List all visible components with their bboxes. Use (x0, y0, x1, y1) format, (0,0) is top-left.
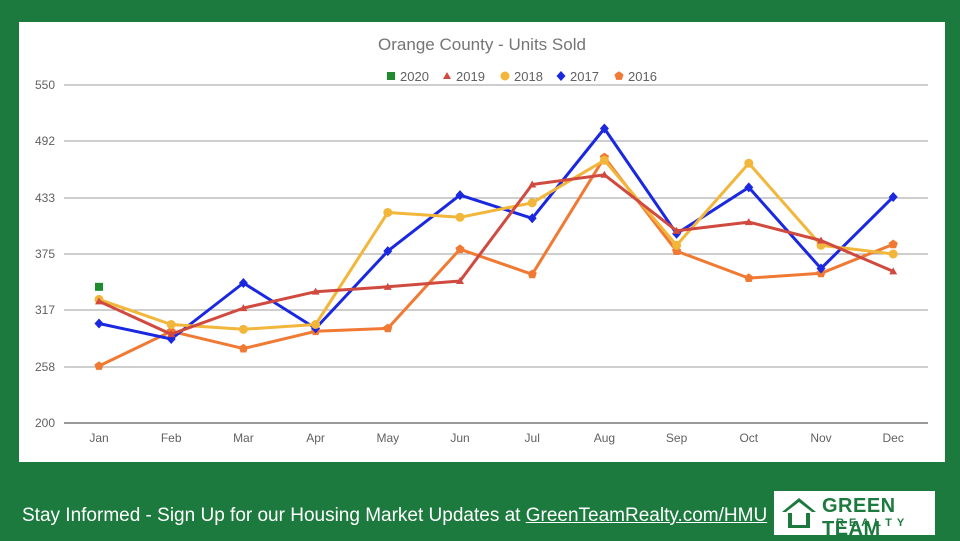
data-point-2017-Aug (599, 123, 609, 134)
y-tick-label: 492 (35, 134, 55, 148)
data-point-2019-Nov (817, 236, 825, 244)
legend-marker-2017 (556, 71, 566, 81)
series-line-2019 (98, 173, 894, 336)
data-point-2016-May (383, 323, 393, 333)
data-point-2018-Jun (455, 212, 465, 222)
green-team-realty-logo: GREEN TEAM REALTY (774, 491, 935, 540)
data-point-2016-Jul (527, 269, 537, 279)
data-point-2019-Oct (744, 218, 753, 226)
series-line-2018 (98, 158, 894, 331)
y-tick-label: 317 (35, 303, 55, 317)
data-point-2019-Dec (889, 267, 898, 275)
data-point-2019-Sep (672, 226, 681, 234)
hmu-signup-link[interactable]: GreenTeamRealty.com/HMU (525, 505, 768, 526)
data-point-2018-Sep (672, 240, 682, 250)
x-tick-label: Jun (450, 431, 469, 445)
data-point-2018-Apr (311, 319, 321, 329)
data-point-2016-Oct (744, 273, 754, 282)
house-icon (782, 498, 816, 528)
data-point-2016-Jan (94, 361, 104, 370)
x-tick-label: Aug (594, 431, 615, 445)
data-point-2019-Jul (528, 180, 537, 188)
x-tick-label: Jul (525, 431, 540, 445)
y-tick-label: 433 (35, 191, 55, 205)
logo-text-secondary: REALTY (836, 517, 910, 529)
data-point-2016-Dec (888, 239, 898, 249)
line-chart: Orange County - Units Sold 550 492 433 375 31… (35, 35, 928, 445)
legend-label-2017: 2017 (570, 69, 599, 84)
x-tick-label: Apr (306, 431, 325, 445)
data-point-2017-Jul (527, 213, 537, 224)
y-tick-label: 258 (35, 360, 55, 374)
chart-title: Orange County - Units Sold (378, 35, 586, 54)
legend-marker-2019 (443, 72, 451, 79)
data-point-2017-Oct (744, 182, 754, 193)
legend-marker-2016 (614, 71, 624, 80)
data-point-2019-Jan (95, 297, 103, 305)
data-point-2017-May (383, 246, 393, 257)
data-point-2018-Feb (166, 319, 176, 329)
data-point-2019-May (383, 282, 392, 290)
data-point-2018-Jul (527, 198, 537, 208)
data-point-2019-Apr (311, 287, 320, 295)
data-point-2018-Mar (238, 324, 248, 334)
legend-label-2016: 2016 (628, 69, 657, 84)
x-tick-label: May (376, 431, 399, 445)
data-point-2017-Mar (238, 277, 248, 288)
data-point-2019-Mar (239, 304, 248, 312)
legend-marker-2018 (500, 71, 510, 81)
series-line-2017 (98, 127, 895, 341)
data-point-2019-Feb (167, 330, 176, 338)
data-point-2017-Nov (816, 263, 826, 274)
data-point-2016-Mar (238, 343, 248, 353)
data-point-2018-Aug (599, 155, 609, 165)
legend-label-2018: 2018 (514, 69, 543, 84)
footer-message: Stay Informed - Sign Up for our Housing … (22, 505, 526, 526)
y-tick-label: 200 (35, 416, 55, 430)
legend-label-2020: 2020 (400, 69, 429, 84)
data-point-2017-Dec (888, 192, 898, 203)
legend-label-2019: 2019 (456, 69, 485, 84)
x-tick-label: Nov (810, 431, 831, 445)
x-tick-label: Feb (161, 431, 182, 445)
footer-banner: Stay Informed - Sign Up for our Housing … (22, 505, 767, 527)
data-point-2019-Jun (456, 277, 464, 285)
data-point-2016-Jun (455, 244, 465, 254)
x-tick-label: Mar (233, 431, 254, 445)
y-tick-label: 375 (35, 247, 55, 261)
data-point-2017-Jan (94, 318, 104, 329)
x-tick-label: Sep (666, 431, 688, 445)
x-tick-label: Oct (739, 431, 758, 445)
data-point-2020-Jan (95, 282, 103, 291)
logo-text-primary: GREEN TEAM (822, 495, 896, 540)
data-point-2017-Jun (455, 190, 465, 201)
data-point-2018-May (383, 207, 393, 217)
y-tick-label: 550 (35, 78, 55, 92)
data-point-2018-Oct (744, 158, 754, 168)
series-line-2016 (98, 155, 894, 368)
chart-card: Orange County - Units Sold 550 492 433 375 31… (19, 22, 945, 462)
x-tick-label: Dec (883, 431, 904, 445)
x-tick-label: Jan (89, 431, 108, 445)
data-point-2019-Aug (600, 170, 609, 178)
data-point-2018-Dec (888, 249, 898, 259)
legend-marker-2020 (387, 72, 395, 80)
